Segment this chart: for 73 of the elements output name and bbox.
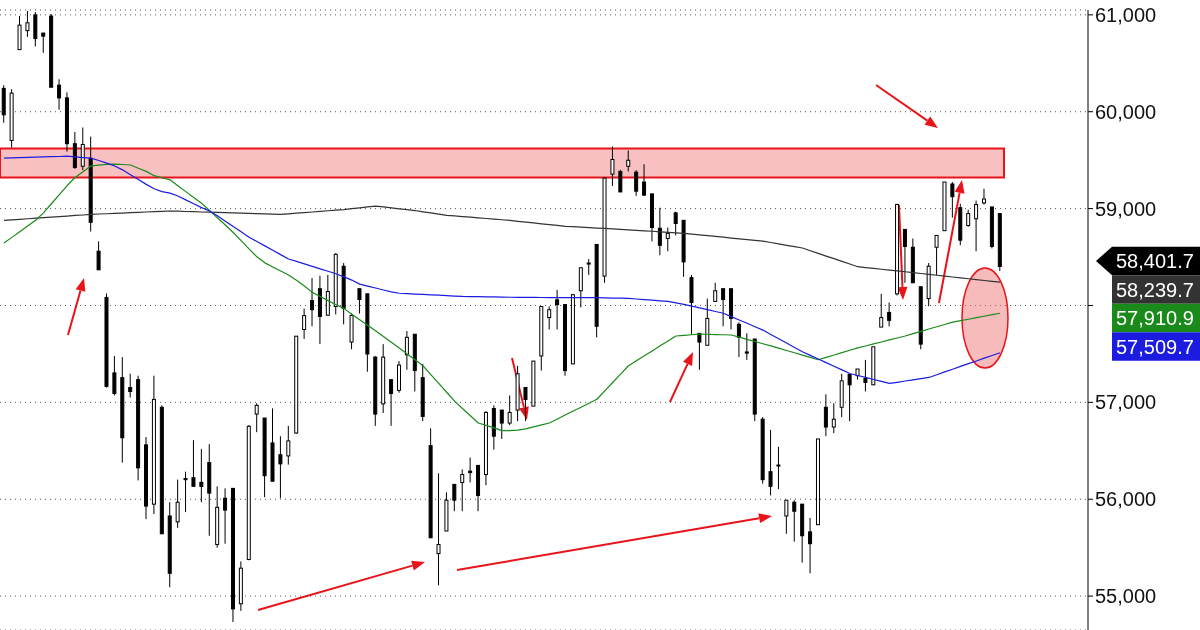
candlestick bbox=[302, 308, 307, 340]
candlestick bbox=[25, 10, 30, 38]
candlestick bbox=[626, 149, 631, 172]
candlestick bbox=[665, 226, 670, 252]
line-series bbox=[3, 205, 1001, 283]
candlestick bbox=[547, 306, 552, 330]
candlestick bbox=[863, 359, 868, 392]
text: 57,509.7 bbox=[1116, 335, 1194, 358]
candlestick bbox=[436, 472, 441, 586]
candlestick bbox=[460, 468, 465, 512]
candlestick bbox=[634, 169, 639, 197]
candlestick bbox=[697, 332, 702, 371]
candlestick bbox=[404, 330, 409, 371]
candlestick bbox=[499, 409, 504, 440]
y-tick-label: 60,000 bbox=[1095, 100, 1157, 123]
candlestick bbox=[618, 169, 623, 193]
candlestick bbox=[278, 435, 283, 499]
candlestick bbox=[974, 200, 979, 252]
candlestick bbox=[191, 439, 196, 487]
text: 58,401.7 bbox=[1116, 250, 1194, 272]
candlestick bbox=[80, 127, 85, 171]
candlestick bbox=[310, 277, 315, 327]
y-tick-label: 56,000 bbox=[1095, 488, 1157, 511]
candlestick bbox=[736, 321, 741, 358]
candlestick bbox=[199, 448, 204, 503]
candlestick bbox=[879, 293, 884, 328]
line-series bbox=[3, 163, 1001, 432]
candlestick bbox=[887, 302, 892, 327]
candlestick bbox=[128, 373, 133, 398]
candlestick bbox=[555, 289, 560, 330]
candlestick bbox=[507, 394, 512, 426]
candlestick bbox=[808, 517, 813, 574]
candlestick bbox=[902, 228, 907, 284]
candlestick bbox=[96, 240, 101, 271]
candlestick bbox=[934, 234, 939, 276]
y-tick-label: 59,000 bbox=[1095, 197, 1157, 220]
candlestick bbox=[982, 188, 986, 206]
candlestick bbox=[468, 457, 473, 483]
candlestick bbox=[847, 373, 852, 422]
y-tick-label: 61,000 bbox=[1095, 3, 1157, 26]
candlestick bbox=[776, 446, 781, 490]
candlestick bbox=[523, 387, 528, 422]
candlestick bbox=[357, 288, 362, 315]
candlestick bbox=[389, 379, 394, 427]
candlestick bbox=[578, 267, 583, 308]
candlestick bbox=[823, 393, 828, 437]
candlestick bbox=[784, 499, 789, 535]
candlestick bbox=[744, 332, 749, 361]
candlestick bbox=[610, 146, 615, 187]
candlestick bbox=[175, 479, 180, 529]
text: 57,910.9 bbox=[1116, 307, 1194, 329]
candlestick bbox=[713, 282, 718, 302]
y-tick-label: 55,000 bbox=[1095, 585, 1157, 608]
candlestick bbox=[452, 483, 457, 512]
candlestick bbox=[72, 131, 77, 170]
candlestick bbox=[768, 429, 773, 496]
candlestick bbox=[831, 402, 836, 434]
candlestick bbox=[183, 471, 188, 513]
candlestick bbox=[325, 274, 330, 316]
y-tick-label: 57,000 bbox=[1095, 391, 1157, 414]
candlestick bbox=[792, 499, 797, 543]
candlestick bbox=[950, 181, 955, 219]
candlestick bbox=[57, 78, 62, 111]
candlestick bbox=[721, 288, 726, 327]
candlestick bbox=[41, 32, 46, 54]
candlestick bbox=[254, 402, 259, 433]
candlestick bbox=[642, 163, 647, 197]
candlestick bbox=[33, 11, 38, 47]
candlestick bbox=[286, 425, 291, 466]
text: 58,239.7 bbox=[1116, 278, 1194, 301]
candlestick bbox=[223, 487, 228, 545]
candlestick bbox=[112, 355, 117, 396]
candlestick bbox=[657, 207, 662, 256]
